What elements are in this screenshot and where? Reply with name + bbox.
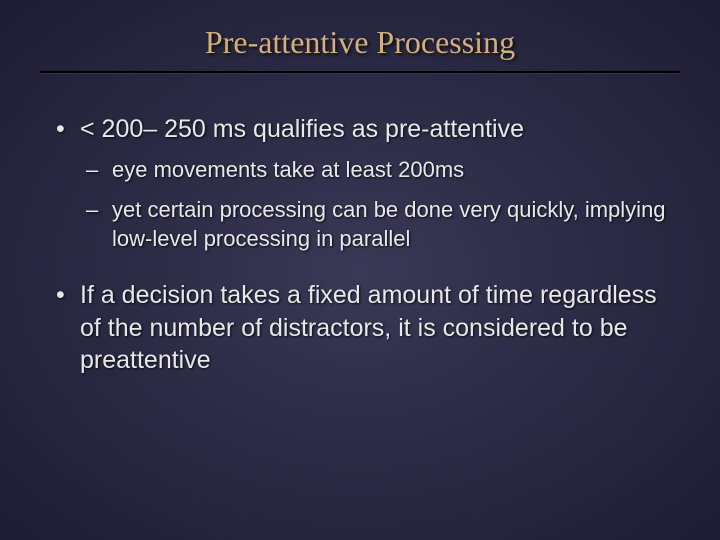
sub-bullet-text: eye movements take at least 200ms <box>112 157 464 182</box>
sub-bullet-text: yet certain processing can be done very … <box>112 197 666 251</box>
bullet-text: < 200– 250 ms qualifies as pre-attentive <box>80 115 524 143</box>
title-divider <box>40 71 680 73</box>
bullet-item: < 200– 250 ms qualifies as pre-attentive… <box>46 113 674 253</box>
bullet-item: If a decision takes a fixed amount of ti… <box>46 279 674 377</box>
bullet-list-level1: < 200– 250 ms qualifies as pre-attentive… <box>46 113 674 377</box>
slide: Pre-attentive Processing < 200– 250 ms q… <box>0 0 720 540</box>
sub-bullet-item: eye movements take at least 200ms <box>80 156 674 185</box>
sub-bullet-item: yet certain processing can be done very … <box>80 196 674 253</box>
slide-title: Pre-attentive Processing <box>40 24 680 61</box>
bullet-text: If a decision takes a fixed amount of ti… <box>80 281 657 374</box>
bullet-list-level2: eye movements take at least 200ms yet ce… <box>80 156 674 254</box>
slide-content: < 200– 250 ms qualifies as pre-attentive… <box>40 113 680 377</box>
